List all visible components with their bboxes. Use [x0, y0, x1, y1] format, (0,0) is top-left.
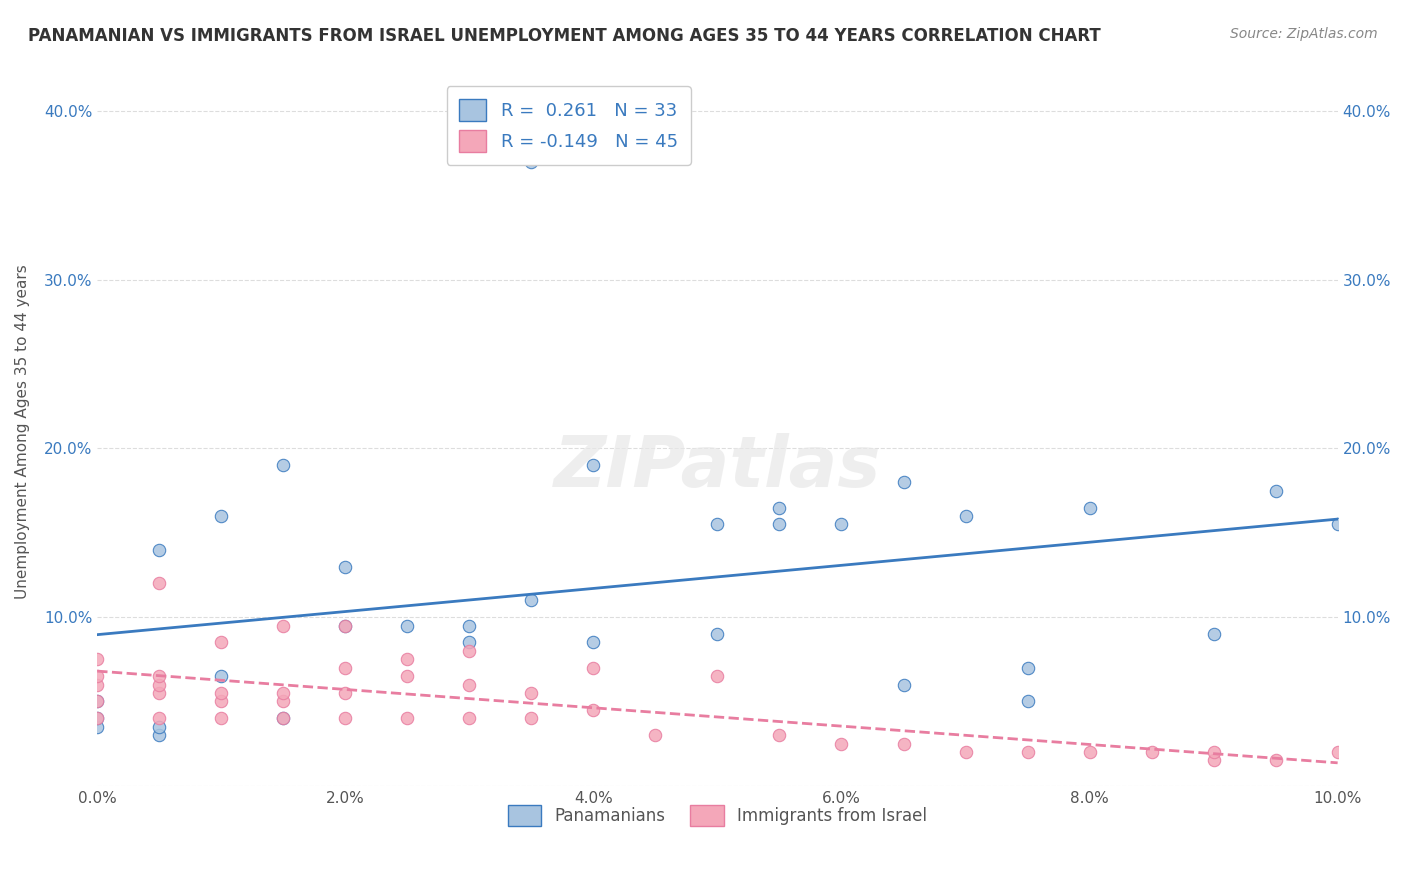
Point — [706, 517, 728, 532]
Point — [271, 686, 294, 700]
Point — [148, 669, 170, 683]
Point — [209, 508, 232, 523]
Point — [768, 728, 790, 742]
Point — [271, 618, 294, 632]
Point — [148, 711, 170, 725]
Point — [1017, 694, 1039, 708]
Point — [768, 500, 790, 515]
Point — [1202, 745, 1225, 759]
Point — [893, 475, 915, 490]
Y-axis label: Unemployment Among Ages 35 to 44 years: Unemployment Among Ages 35 to 44 years — [15, 264, 30, 599]
Point — [1326, 517, 1348, 532]
Point — [271, 458, 294, 473]
Point — [1078, 500, 1101, 515]
Point — [520, 686, 543, 700]
Point — [1264, 483, 1286, 498]
Point — [582, 458, 605, 473]
Point — [335, 661, 357, 675]
Point — [706, 627, 728, 641]
Point — [520, 593, 543, 607]
Point — [209, 635, 232, 649]
Point — [1202, 754, 1225, 768]
Point — [1017, 745, 1039, 759]
Point — [396, 618, 419, 632]
Point — [335, 559, 357, 574]
Point — [955, 508, 977, 523]
Point — [335, 711, 357, 725]
Point — [86, 677, 108, 691]
Text: Source: ZipAtlas.com: Source: ZipAtlas.com — [1230, 27, 1378, 41]
Point — [86, 694, 108, 708]
Point — [582, 635, 605, 649]
Point — [335, 618, 357, 632]
Point — [86, 669, 108, 683]
Point — [830, 737, 852, 751]
Point — [1017, 661, 1039, 675]
Point — [148, 728, 170, 742]
Point — [86, 711, 108, 725]
Point — [520, 711, 543, 725]
Point — [396, 652, 419, 666]
Point — [86, 652, 108, 666]
Point — [1202, 627, 1225, 641]
Point — [148, 677, 170, 691]
Point — [458, 677, 481, 691]
Point — [271, 694, 294, 708]
Point — [1078, 745, 1101, 759]
Text: ZIPatlas: ZIPatlas — [554, 433, 882, 501]
Point — [1140, 745, 1163, 759]
Point — [768, 517, 790, 532]
Point — [148, 720, 170, 734]
Point — [209, 686, 232, 700]
Point — [582, 703, 605, 717]
Point — [335, 618, 357, 632]
Point — [893, 677, 915, 691]
Point — [830, 517, 852, 532]
Point — [458, 635, 481, 649]
Point — [955, 745, 977, 759]
Point — [396, 669, 419, 683]
Point — [209, 711, 232, 725]
Legend: Panamanians, Immigrants from Israel: Panamanians, Immigrants from Israel — [499, 797, 935, 834]
Point — [148, 686, 170, 700]
Point — [209, 694, 232, 708]
Point — [458, 618, 481, 632]
Point — [644, 728, 666, 742]
Point — [1264, 754, 1286, 768]
Point — [520, 154, 543, 169]
Point — [148, 576, 170, 591]
Point — [396, 711, 419, 725]
Point — [148, 542, 170, 557]
Point — [86, 694, 108, 708]
Point — [706, 669, 728, 683]
Point — [582, 661, 605, 675]
Point — [86, 711, 108, 725]
Point — [86, 720, 108, 734]
Point — [271, 711, 294, 725]
Point — [1326, 745, 1348, 759]
Point — [458, 644, 481, 658]
Point — [458, 711, 481, 725]
Point — [335, 686, 357, 700]
Point — [893, 737, 915, 751]
Text: PANAMANIAN VS IMMIGRANTS FROM ISRAEL UNEMPLOYMENT AMONG AGES 35 TO 44 YEARS CORR: PANAMANIAN VS IMMIGRANTS FROM ISRAEL UNE… — [28, 27, 1101, 45]
Point — [271, 711, 294, 725]
Point — [209, 669, 232, 683]
